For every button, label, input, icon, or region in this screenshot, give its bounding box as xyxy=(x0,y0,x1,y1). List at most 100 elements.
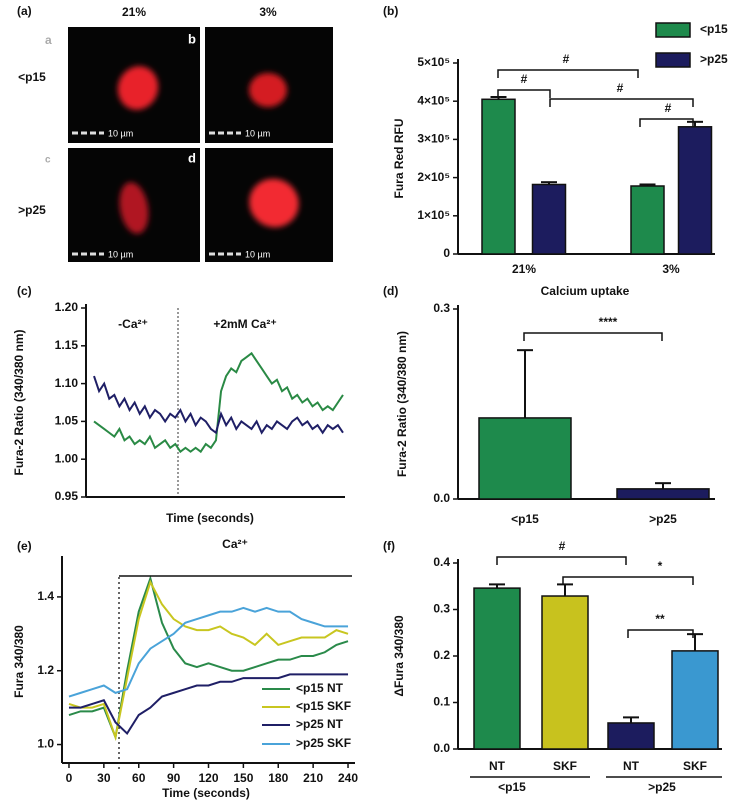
y-tick-label: 4×10⁵ xyxy=(417,93,450,107)
column-label: 21% xyxy=(122,5,146,19)
line xyxy=(68,673,349,736)
y-tick-label: 1×10⁵ xyxy=(417,208,450,222)
x-axis-label: Calcium uptake xyxy=(541,284,630,298)
y-tick-label: 1.20 xyxy=(55,300,79,314)
bar xyxy=(607,722,655,750)
bar xyxy=(677,126,713,255)
row-label: >p25 xyxy=(18,203,46,217)
annotation: Ca²⁺ xyxy=(222,537,248,551)
scale-label: 10 µm xyxy=(245,128,270,138)
y-axis-label: Fura 340/380 xyxy=(12,625,26,698)
x-tick-label: 21% xyxy=(512,262,536,276)
bracket xyxy=(549,98,694,107)
image-letter: a xyxy=(45,33,52,47)
annotation: +2mM Ca²⁺ xyxy=(213,317,276,331)
legend-label: >p25 NT xyxy=(296,717,344,731)
y-axis-label: Fura Red RFU xyxy=(392,118,406,198)
y-tick-label: 3×10⁵ xyxy=(417,132,450,146)
x-tick-label: <p15 xyxy=(511,512,539,526)
cell xyxy=(119,182,149,234)
x-tick-label: NT xyxy=(623,759,640,773)
x-tick-label: 120 xyxy=(198,771,218,785)
bracket xyxy=(639,118,694,127)
x-tick-label: 210 xyxy=(303,771,323,785)
annotation: ** xyxy=(655,612,665,626)
bar xyxy=(481,98,516,255)
bracket xyxy=(627,629,694,638)
y-axis-label: Fura-2 Ratio (340/380 nm) xyxy=(12,329,26,475)
legend-label: <p15 xyxy=(700,22,728,36)
x-tick-label: 150 xyxy=(233,771,253,785)
bar xyxy=(616,488,710,500)
y-tick-label: 5×10⁵ xyxy=(417,55,450,69)
x-tick-label: 3% xyxy=(662,262,680,276)
cell xyxy=(249,178,299,228)
y-tick-label: 1.10 xyxy=(55,376,79,390)
x-axis-label: Time (seconds) xyxy=(166,511,254,525)
y-axis-label: ΔFura 340/380 xyxy=(392,615,406,697)
line xyxy=(93,351,344,454)
y-tick-label: 2×10⁵ xyxy=(417,170,450,184)
y-tick-label: 1.15 xyxy=(55,338,79,352)
y-tick-label: 1.4 xyxy=(37,589,54,603)
line xyxy=(68,606,349,698)
y-tick-label: 1.00 xyxy=(55,451,79,465)
x-tick-label: 90 xyxy=(167,771,181,785)
group-label: >p25 xyxy=(648,780,676,794)
column-label: 3% xyxy=(259,5,277,19)
legend-label: <p15 NT xyxy=(296,681,344,695)
x-tick-label: 60 xyxy=(132,771,146,785)
annotation: * xyxy=(658,559,663,573)
y-tick-label: 0.1 xyxy=(433,695,450,709)
y-tick-label: 0.3 xyxy=(433,301,450,315)
legend-swatch xyxy=(655,52,691,68)
x-tick-label: 0 xyxy=(66,771,73,785)
legend-label: >p25 SKF xyxy=(296,736,351,750)
x-tick-label: 180 xyxy=(268,771,288,785)
image-letter: c xyxy=(45,155,51,166)
bar xyxy=(541,595,589,750)
panel-a: (a) 21% 3% <p15 >p25 a b c d 10 µm 10 µm… xyxy=(17,4,333,262)
x-tick-label: >p25 xyxy=(649,512,677,526)
panel-label: (e) xyxy=(17,539,32,553)
bracket xyxy=(497,69,639,78)
panel-label: (b) xyxy=(383,4,398,18)
annotation: **** xyxy=(599,315,618,329)
annotation: # xyxy=(665,101,672,115)
image-letter: b xyxy=(188,31,196,46)
y-tick-label: 1.05 xyxy=(55,414,79,428)
y-tick-label: 0.95 xyxy=(55,489,79,503)
bar xyxy=(531,183,567,255)
annotation: # xyxy=(617,81,624,95)
y-tick-label: 1.0 xyxy=(37,737,54,751)
annotation: # xyxy=(563,52,570,66)
scale-label: 10 µm xyxy=(108,249,133,259)
y-axis-label: Fura-2 Ratio (340/380 nm) xyxy=(395,331,409,477)
x-axis-label: Time (seconds) xyxy=(162,786,250,800)
bracket xyxy=(523,332,663,341)
annotation: # xyxy=(521,72,528,86)
bar xyxy=(630,185,665,255)
y-tick-label: 0.4 xyxy=(433,555,450,569)
x-tick-label: NT xyxy=(489,759,506,773)
cell xyxy=(117,66,159,110)
legend-swatch xyxy=(655,22,691,38)
bracket xyxy=(496,556,627,565)
y-tick-label: 0.2 xyxy=(433,648,450,662)
y-tick-label: 0 xyxy=(443,246,450,260)
scale-label: 10 µm xyxy=(108,128,133,138)
legend-label: <p15 SKF xyxy=(296,699,351,713)
bar xyxy=(671,650,719,750)
image-letter: d xyxy=(188,150,196,165)
x-tick-label: SKF xyxy=(683,759,707,773)
annotation: -Ca²⁺ xyxy=(118,317,148,331)
bracket xyxy=(497,89,551,98)
x-tick-label: SKF xyxy=(553,759,577,773)
group-label: <p15 xyxy=(498,780,526,794)
panel-label: (a) xyxy=(17,4,32,18)
row-label: <p15 xyxy=(18,70,46,84)
annotation: # xyxy=(559,539,566,553)
x-tick-label: 30 xyxy=(97,771,111,785)
cell xyxy=(249,73,287,107)
